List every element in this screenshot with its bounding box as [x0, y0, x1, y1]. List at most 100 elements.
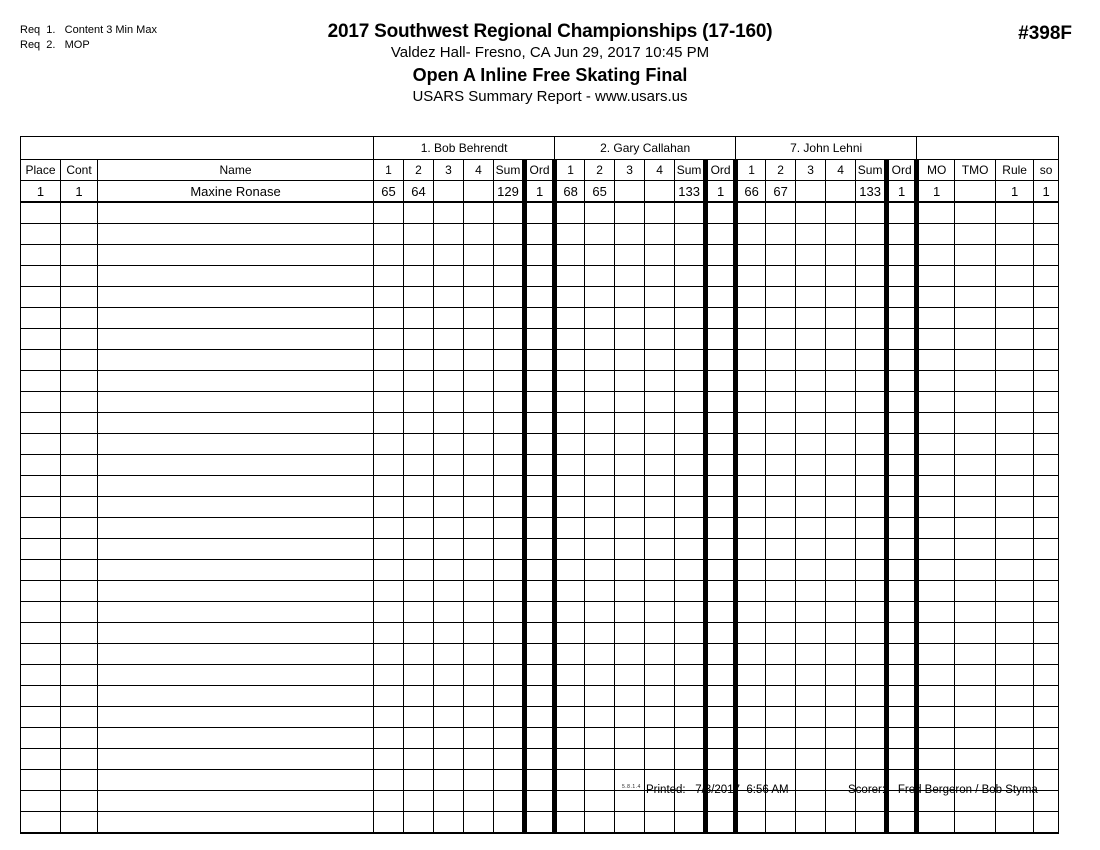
cell-empty: [735, 201, 767, 224]
table-row-empty[interactable]: [20, 244, 1060, 266]
cell-empty: [614, 664, 646, 686]
table-row-empty[interactable]: [20, 265, 1060, 287]
cell-empty: [403, 286, 435, 308]
cell-j2-score-1: 68: [554, 180, 586, 203]
cell-empty: [735, 307, 767, 329]
cell-empty: [855, 811, 888, 834]
cell-empty: [522, 559, 558, 581]
cell-empty: [674, 412, 707, 434]
cell-empty: [765, 811, 797, 834]
table-row-empty[interactable]: [20, 727, 1060, 749]
cell-empty: [765, 412, 797, 434]
table-row-empty[interactable]: [20, 370, 1060, 392]
cell-empty: [403, 622, 435, 644]
cell-empty: [995, 643, 1035, 665]
requirement-line-2: Req 2. MOP: [20, 39, 90, 51]
table-row-empty[interactable]: [20, 201, 1060, 224]
cell-empty: [674, 664, 707, 686]
table-row-empty[interactable]: [20, 538, 1060, 560]
cell-empty: [614, 391, 646, 413]
cell-empty: [703, 454, 739, 476]
table-row-empty[interactable]: [20, 685, 1060, 707]
cell-empty: [463, 622, 495, 644]
cell-empty: [373, 559, 405, 581]
table-row-empty[interactable]: [20, 601, 1060, 623]
cell-empty: [795, 475, 827, 497]
cell-empty: [554, 370, 586, 392]
cell-empty: [795, 349, 827, 371]
cell-empty: [433, 391, 465, 413]
table-row-empty[interactable]: [20, 559, 1060, 581]
cell-empty: [855, 706, 888, 728]
cell-empty: [433, 559, 465, 581]
cell-cont: 1: [60, 180, 98, 203]
cell-empty: [60, 223, 98, 245]
cell-j1-score-1: 65: [373, 180, 405, 203]
table-row-empty[interactable]: [20, 223, 1060, 245]
cell-empty: [96, 370, 375, 392]
table-row-empty[interactable]: [20, 622, 1060, 644]
title-block: 2017 Southwest Regional Championships (1…: [0, 21, 1100, 107]
cell-empty: [995, 475, 1035, 497]
cell-empty: [373, 727, 405, 749]
table-row-empty[interactable]: [20, 412, 1060, 434]
cell-empty: [1033, 433, 1060, 455]
cell-empty: [584, 391, 616, 413]
cell-empty: [825, 622, 857, 644]
cell-empty: [884, 454, 920, 476]
table-row-empty[interactable]: [20, 496, 1060, 518]
cell-empty: [795, 706, 827, 728]
table-row-empty[interactable]: [20, 328, 1060, 350]
cell-empty: [995, 517, 1035, 539]
cell-empty: [644, 517, 676, 539]
cell-empty: [795, 727, 827, 749]
cell-empty: [493, 349, 526, 371]
competition-title: 2017 Southwest Regional Championships (1…: [327, 21, 773, 42]
table-row-empty[interactable]: [20, 706, 1060, 728]
cell-empty: [825, 286, 857, 308]
table-row-empty[interactable]: [20, 769, 1060, 791]
table-row-empty[interactable]: [20, 307, 1060, 329]
cell-empty: [493, 601, 526, 623]
table-row-empty[interactable]: [20, 517, 1060, 539]
header-j2-ord: Ord: [703, 159, 739, 181]
cell-empty: [644, 349, 676, 371]
cell-empty: [20, 643, 61, 665]
table-row-empty[interactable]: [20, 643, 1060, 665]
cell-empty: [373, 664, 405, 686]
table-row-empty[interactable]: [20, 811, 1060, 834]
cell-empty: [433, 370, 465, 392]
cell-empty: [916, 307, 956, 329]
cell-empty: [884, 538, 920, 560]
cell-empty: [674, 643, 707, 665]
cell-empty: [765, 559, 797, 581]
cell-empty: [463, 475, 495, 497]
cell-empty: [825, 559, 857, 581]
table-row-empty[interactable]: [20, 790, 1060, 812]
cell-empty: [403, 349, 435, 371]
cell-empty: [584, 685, 616, 707]
table-row-empty[interactable]: [20, 454, 1060, 476]
table-row-empty[interactable]: [20, 580, 1060, 602]
cell-empty: [825, 811, 857, 834]
cell-empty: [584, 538, 616, 560]
cell-empty: [954, 328, 997, 350]
judge-band-spacer-right: [916, 136, 1060, 160]
table-row[interactable]: 1 1 Maxine Ronase 65 64 129 1 68 65 133 …: [20, 180, 1060, 203]
table-row-empty[interactable]: [20, 475, 1060, 497]
table-row-empty[interactable]: [20, 391, 1060, 413]
table-row-empty[interactable]: [20, 433, 1060, 455]
table-row-empty[interactable]: [20, 349, 1060, 371]
cell-empty: [373, 223, 405, 245]
cell-empty: [433, 580, 465, 602]
cell-empty: [884, 496, 920, 518]
cell-j1-score-3: [433, 180, 465, 203]
cell-empty: [674, 201, 707, 224]
table-row-empty[interactable]: [20, 664, 1060, 686]
cell-empty: [825, 706, 857, 728]
header-so: so: [1033, 159, 1060, 181]
table-row-empty[interactable]: [20, 748, 1060, 770]
cell-empty: [614, 538, 646, 560]
cell-empty: [96, 748, 375, 770]
table-row-empty[interactable]: [20, 286, 1060, 308]
